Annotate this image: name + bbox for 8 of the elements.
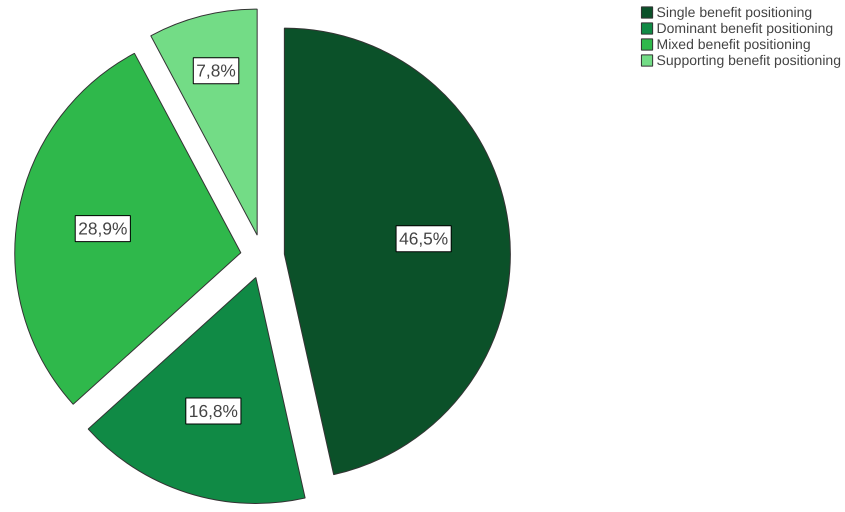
legend-label: Dominant benefit positioning <box>656 20 834 36</box>
data-label: 16,8% <box>188 400 238 421</box>
legend-label: Single benefit positioning <box>656 4 812 20</box>
legend-label: Supporting benefit positioning <box>656 52 841 68</box>
data-label: 7,8% <box>196 60 236 81</box>
data-label: 28,9% <box>78 218 128 239</box>
data-label: 46,5% <box>399 228 448 249</box>
legend-label: Mixed benefit positioning <box>656 36 811 52</box>
